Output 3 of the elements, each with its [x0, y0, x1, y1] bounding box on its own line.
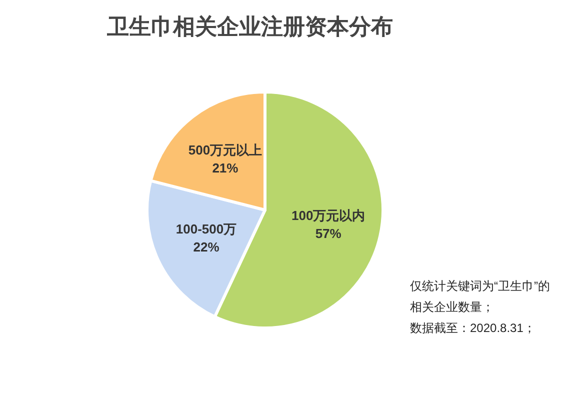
annotation: 仅统计关键词为“卫生巾”的相关企业数量；: [410, 278, 551, 316]
annotation: 数据截至：2020.8.31；: [410, 320, 536, 337]
title: 卫生巾相关企业注册资本分布: [107, 14, 393, 39]
